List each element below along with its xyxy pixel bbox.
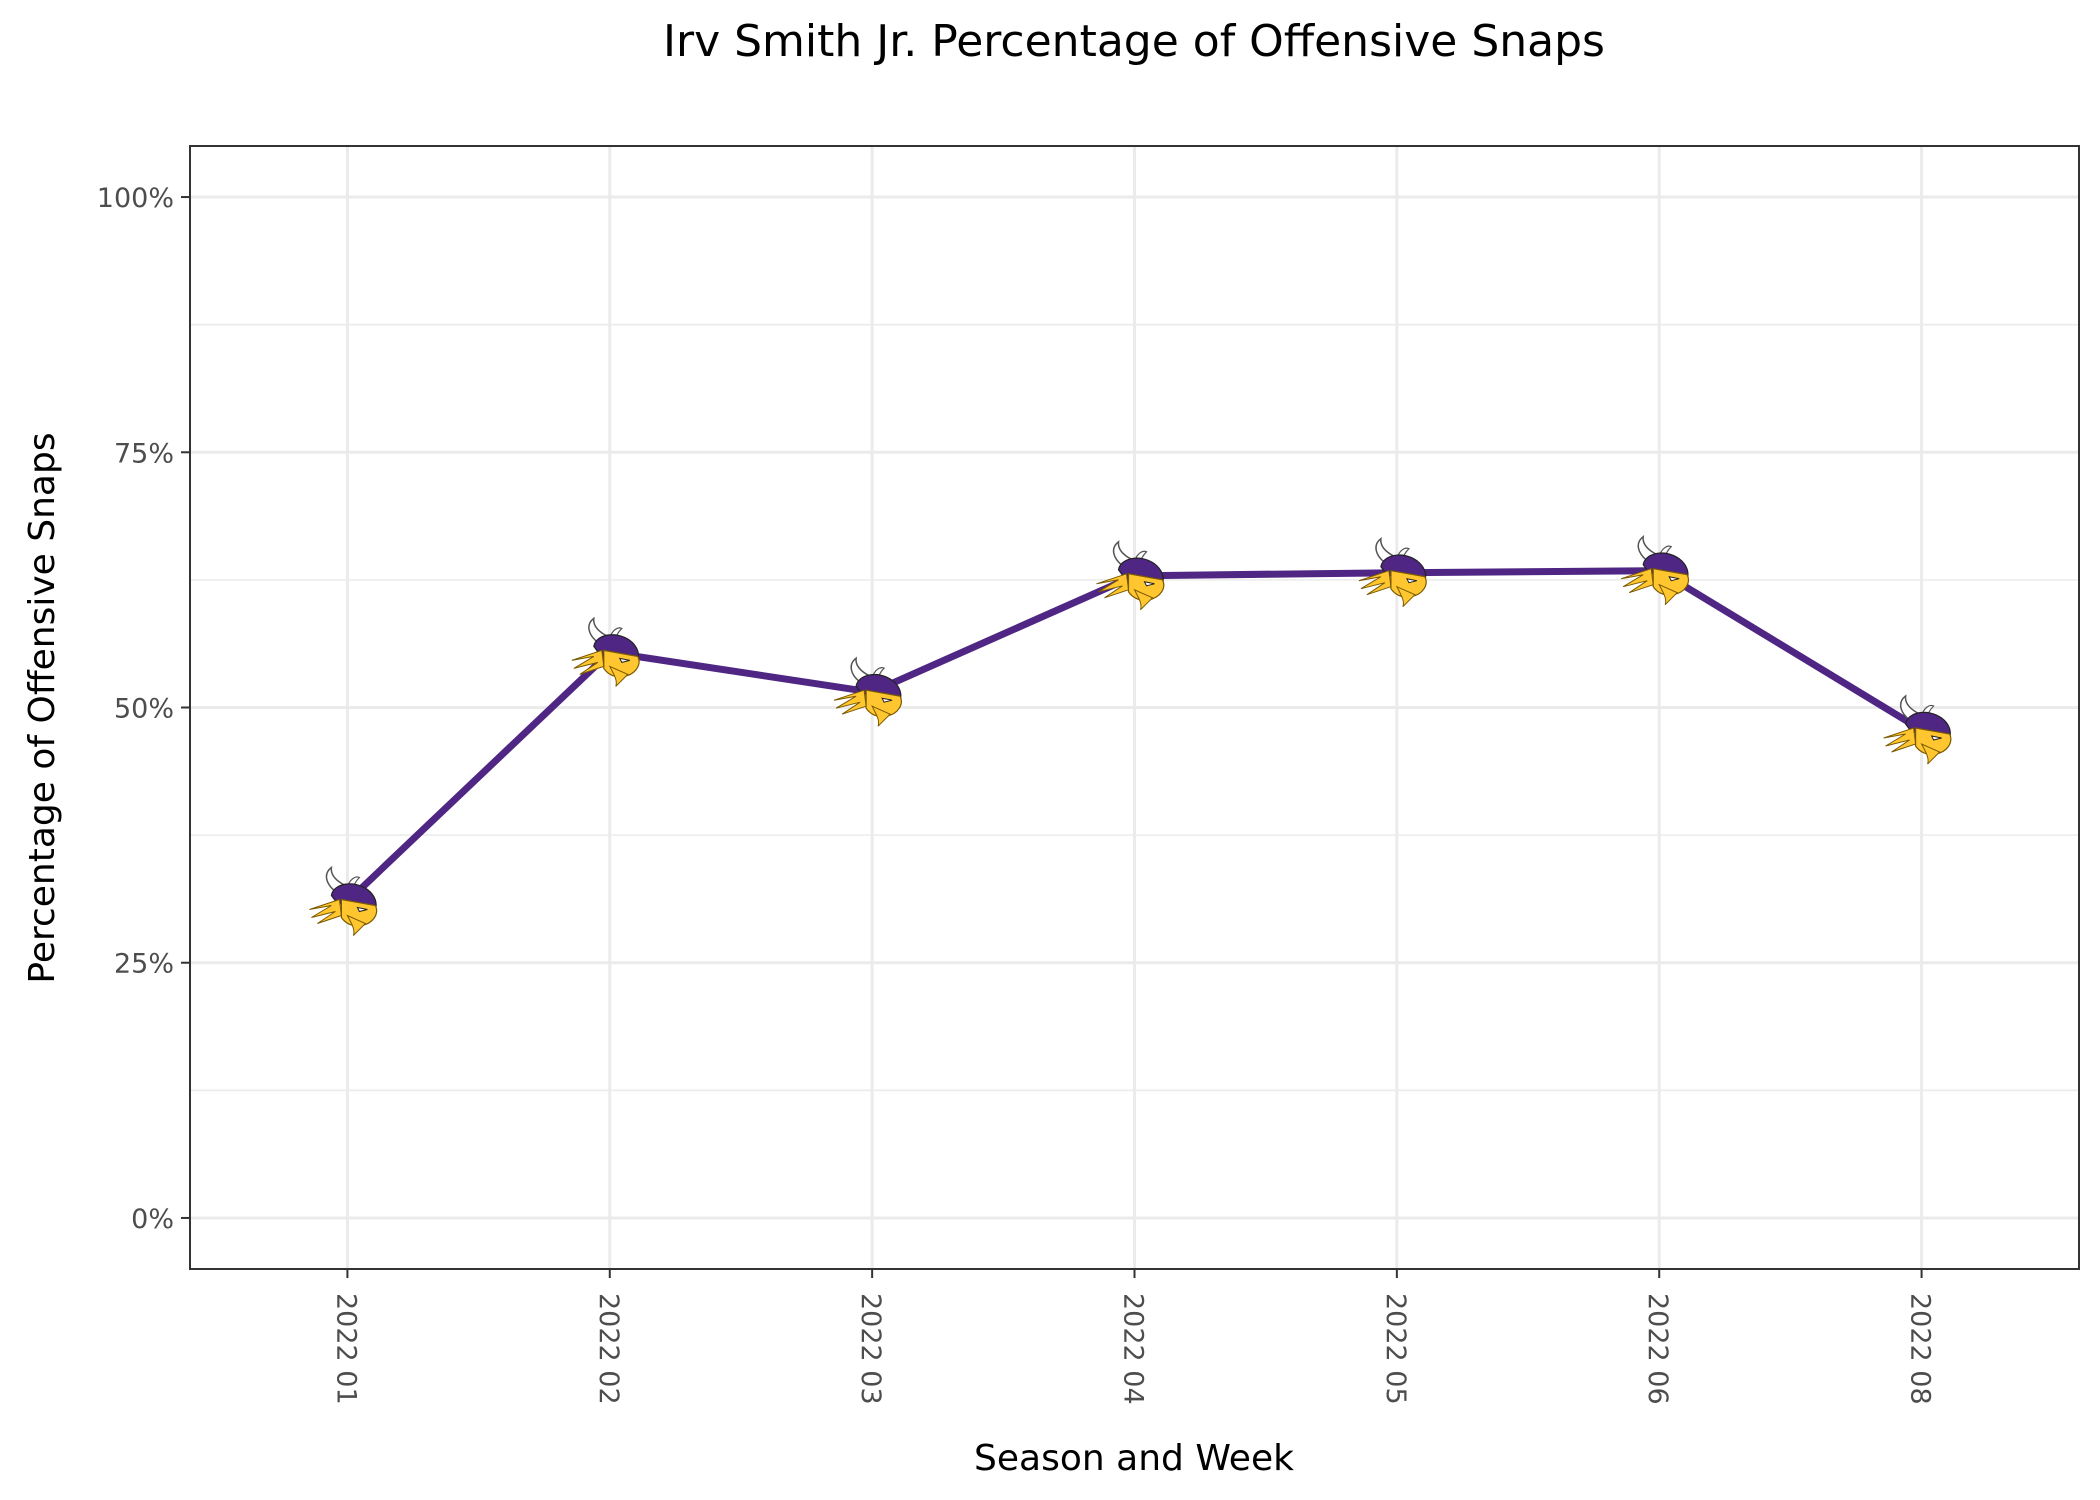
x-tick-label: 2022 04 [1118,1293,1149,1405]
x-tick-label: 2022 03 [855,1293,886,1405]
x-tick-label: 2022 05 [1380,1293,1411,1405]
series-layer [309,535,1952,936]
data-point-marker [1096,540,1165,611]
x-axis: 2022 01 2022 02 2022 03 2022 04 2022 05 2022 … [330,1269,1936,1405]
data-point-marker [833,656,902,727]
x-tick-label: 2022 08 [1905,1293,1936,1405]
data-point-marker [571,616,640,687]
y-tick-label: 75% [114,438,174,469]
data-point-marker [1883,694,1952,765]
x-tick-label: 2022 06 [1642,1293,1673,1405]
x-tick-label: 2022 01 [330,1293,361,1405]
gridlines [190,146,2079,1269]
data-point-marker [309,865,378,936]
x-tick-label: 2022 02 [593,1293,624,1405]
chart-title: Irv Smith Jr. Percentage of Offensive Sn… [663,16,1605,67]
y-tick-label: 25% [114,949,174,980]
y-axis: 0% 25% 50% 75% 100% [97,183,190,1235]
y-tick-label: 50% [114,694,174,725]
y-tick-label: 0% [131,1204,174,1235]
x-axis-title: Season and Week [974,1438,1294,1479]
data-point-marker [1358,537,1427,608]
y-axis-title: Percentage of Offensive Snaps [22,432,63,983]
data-point-marker [1621,535,1689,606]
y-tick-label: 100% [97,183,174,214]
